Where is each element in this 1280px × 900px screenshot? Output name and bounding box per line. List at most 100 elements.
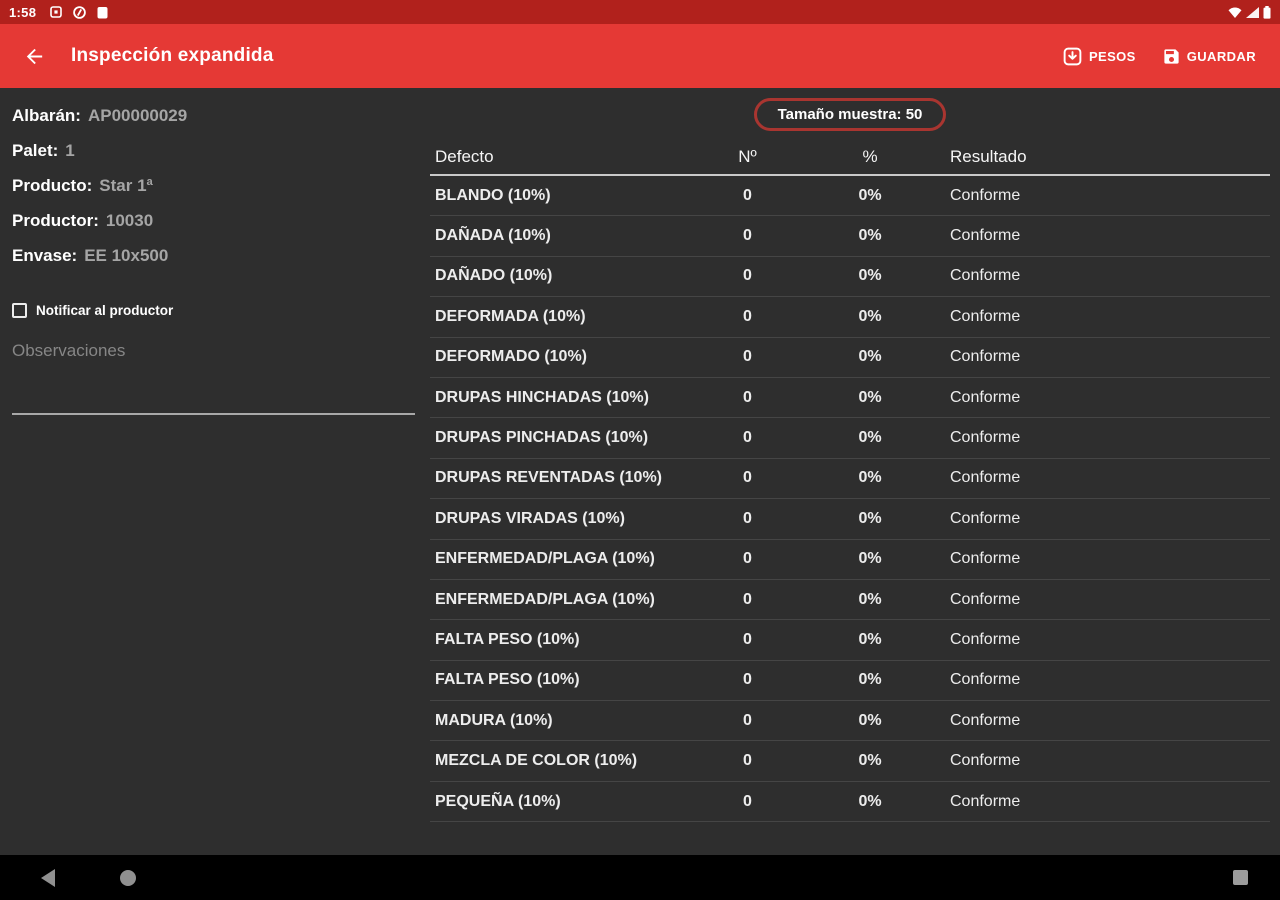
field-label: Palet:: [12, 141, 59, 160]
defect-count: 0: [743, 186, 752, 204]
screenshot-notification-icon: [50, 6, 63, 18]
defect-name: PEQUEÑA (10%): [435, 792, 561, 810]
guardar-button-label: GUARDAR: [1186, 48, 1256, 64]
defects-panel: Tamaño muestra: 50 Defecto Nº % Resultad…: [430, 88, 1280, 855]
wifi-icon: [1228, 7, 1242, 18]
defect-result: Conforme: [950, 388, 1021, 406]
defect-result: Conforme: [950, 348, 1021, 366]
header-resultado: Resultado: [950, 147, 1027, 166]
defect-percent: 0%: [858, 469, 882, 487]
defect-count: 0: [743, 509, 752, 527]
defect-percent: 0%: [858, 348, 882, 366]
observations-input[interactable]: Observaciones: [12, 341, 126, 360]
pesos-button[interactable]: PESOS: [1062, 46, 1136, 67]
defect-percent: 0%: [858, 792, 882, 810]
defect-name: DRUPAS PINCHADAS (10%): [435, 429, 649, 447]
table-row[interactable]: DEFORMADO (10%) 0 0% Conforme: [430, 338, 1270, 378]
signal-icon: [1246, 6, 1259, 18]
defect-result: Conforme: [950, 711, 1021, 729]
header-defecto: Defecto: [435, 147, 494, 166]
field-label: Envase:: [12, 246, 78, 265]
defect-result: Conforme: [950, 671, 1021, 689]
defect-count: 0: [743, 429, 752, 447]
defect-count: 0: [743, 671, 752, 689]
table-row[interactable]: MADURA (10%) 0 0% Conforme: [430, 701, 1270, 742]
notify-producer-checkbox[interactable]: Notificar al productor: [12, 303, 416, 318]
save-floppy-icon: [1164, 48, 1179, 64]
nav-back-button[interactable]: [28, 855, 68, 900]
defect-count: 0: [743, 267, 752, 285]
table-row[interactable]: FALTA PESO (10%) 0 0% Conforme: [430, 661, 1270, 702]
defect-name: MADURA (10%): [435, 711, 553, 729]
defect-percent: 0%: [858, 550, 882, 568]
back-arrow-icon: [26, 48, 43, 64]
status-notification-icons: [50, 5, 108, 19]
battery-icon: [1263, 5, 1271, 19]
table-row[interactable]: BLANDO (10%) 0 0% Conforme: [430, 176, 1270, 217]
defect-count: 0: [743, 590, 752, 608]
table-row[interactable]: DRUPAS HINCHADAS (10%) 0 0% Conforme: [430, 378, 1270, 419]
table-row[interactable]: DAÑADO (10%) 0 0% Conforme: [430, 257, 1270, 298]
defect-percent: 0%: [858, 429, 882, 447]
table-row[interactable]: ENFERMEDAD/PLAGA (10%) 0 0% Conforme: [430, 540, 1270, 580]
notify-producer-label: Notificar al productor: [36, 303, 174, 318]
defect-name: DEFORMADO (10%): [435, 348, 588, 366]
home-circle-icon: [120, 869, 136, 886]
nav-home-button[interactable]: [108, 855, 148, 900]
defect-result: Conforme: [950, 429, 1021, 447]
table-row[interactable]: PEQUEÑA (10%) 0 0% Conforme: [430, 782, 1270, 823]
defect-percent: 0%: [858, 590, 882, 608]
defect-name: DRUPAS VIRADAS (10%): [435, 509, 625, 527]
defect-count: 0: [743, 348, 752, 366]
recents-square-icon: [1232, 870, 1248, 885]
table-row[interactable]: FALTA PESO (10%) 0 0% Conforme: [430, 620, 1270, 661]
field-label: Productor:: [12, 211, 99, 230]
table-row[interactable]: DAÑADA (10%) 0 0% Conforme: [430, 216, 1270, 257]
defect-result: Conforme: [950, 590, 1021, 608]
field-value: Star 1ª: [99, 176, 153, 195]
app-bar-actions: PESOS GUARDAR: [1062, 46, 1256, 67]
table-row[interactable]: MEZCLA DE COLOR (10%) 0 0% Conforme: [430, 741, 1270, 782]
palet-field: Palet: 1: [12, 133, 416, 168]
defect-result: Conforme: [950, 792, 1021, 810]
table-row[interactable]: DRUPAS VIRADAS (10%) 0 0% Conforme: [430, 499, 1270, 540]
defect-percent: 0%: [858, 671, 882, 689]
defect-percent: 0%: [858, 752, 882, 770]
table-row[interactable]: DEFORMADA (10%) 0 0% Conforme: [430, 297, 1270, 338]
defect-count: 0: [743, 388, 752, 406]
header-porcentaje: %: [862, 147, 878, 166]
table-row[interactable]: ENFERMEDAD/PLAGA (10%) 0 0% Conforme: [430, 580, 1270, 621]
defect-percent: 0%: [858, 186, 882, 204]
defect-result: Conforme: [950, 509, 1021, 527]
field-label: Producto:: [12, 176, 93, 195]
productor-field: Productor: 10030: [12, 203, 416, 238]
defect-result: Conforme: [950, 752, 1021, 770]
albaran-field: Albarán: AP00000029: [12, 98, 416, 133]
defect-count: 0: [743, 630, 752, 648]
defect-count: 0: [743, 307, 752, 325]
field-label: Albarán:: [12, 106, 81, 125]
defect-result: Conforme: [950, 550, 1021, 568]
app-bar: Inspección expandida PESOS GUARDAR: [0, 24, 1280, 88]
back-triangle-icon: [41, 868, 55, 887]
back-button[interactable]: [23, 45, 46, 68]
android-nav-bar: [0, 855, 1280, 900]
sample-size-wrap: Tamaño muestra: 50: [430, 98, 1270, 131]
checkbox-unchecked-icon[interactable]: [12, 303, 27, 318]
download-box-icon: [1063, 47, 1082, 65]
content-area: Albarán: AP00000029 Palet: 1 Producto: Star…: [0, 88, 1280, 855]
nav-recents-button[interactable]: [1220, 855, 1260, 900]
sample-size-badge[interactable]: Tamaño muestra: 50: [753, 98, 947, 131]
defect-result: Conforme: [950, 307, 1021, 325]
defect-name: FALTA PESO (10%): [435, 671, 580, 689]
defect-name: DAÑADA (10%): [435, 227, 551, 245]
pesos-button-label: PESOS: [1088, 48, 1136, 64]
table-row[interactable]: DRUPAS REVENTADAS (10%) 0 0% Conforme: [430, 459, 1270, 500]
defects-table-header: Defecto Nº % Resultado: [430, 140, 1270, 176]
table-row[interactable]: DRUPAS PINCHADAS (10%) 0 0% Conforme: [430, 418, 1270, 459]
field-value: EE 10x500: [84, 246, 169, 265]
guardar-button[interactable]: GUARDAR: [1162, 47, 1256, 66]
defects-table-body: BLANDO (10%) 0 0% Conforme DAÑADA (10%) …: [430, 176, 1270, 823]
field-value: 1: [65, 141, 75, 160]
